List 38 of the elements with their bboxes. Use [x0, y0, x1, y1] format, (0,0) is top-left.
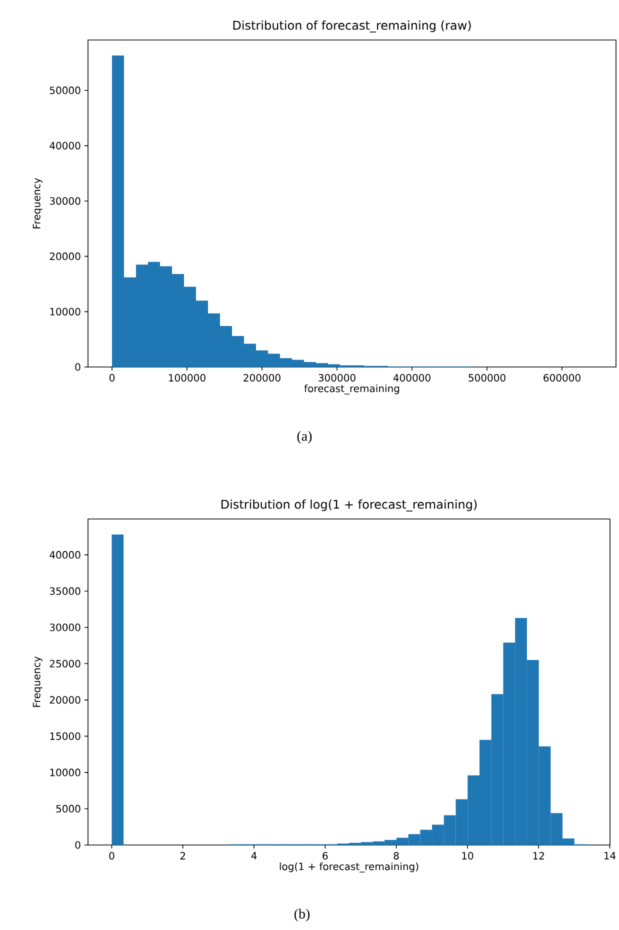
- x-axis-title: forecast_remaining: [304, 384, 399, 394]
- x-tick-label: 500000: [468, 374, 506, 382]
- y-tick-label: 0: [75, 363, 80, 371]
- x-tick-label: 100000: [168, 374, 206, 382]
- y-tick-label: 15000: [50, 732, 80, 740]
- x-tick-label: 10: [462, 852, 473, 860]
- x-tick-label: 14: [604, 852, 616, 860]
- x-tick-label: 2: [180, 852, 185, 860]
- x-tick-label: 0: [109, 374, 114, 382]
- y-tick-label: 40000: [49, 551, 80, 559]
- y-axis-title: Frequency: [32, 656, 42, 707]
- x-axis-title: log(1 + forecast_remaining): [280, 862, 418, 872]
- y-axis-title: Frequency: [32, 178, 42, 228]
- y-tick-label: 50000: [50, 86, 80, 94]
- x-tick-label: 600000: [543, 374, 580, 382]
- y-tick-label: 10000: [50, 768, 80, 776]
- y-tick-label: 40000: [49, 142, 80, 150]
- x-tick-label: 12: [533, 852, 544, 860]
- x-tick-label: 8: [394, 852, 399, 860]
- chart-title: Distribution of forecast_remaining (raw): [233, 20, 471, 32]
- y-tick-label: 10000: [50, 308, 80, 316]
- text: (b): [294, 908, 310, 922]
- y-tick-label: 35000: [50, 587, 80, 595]
- y-tick-label: 30000: [50, 624, 80, 632]
- y-tick-label: 5000: [56, 804, 80, 813]
- y-tick-label: 25000: [50, 660, 80, 668]
- y-tick-label: 0: [75, 841, 80, 849]
- x-tick-label: 4: [251, 852, 256, 860]
- x-tick-label: 6: [322, 852, 328, 860]
- x-tick-label: 200000: [243, 374, 280, 382]
- y-tick-label: 30000: [50, 197, 80, 205]
- y-tick-label: 20000: [50, 696, 80, 704]
- x-tick-label: 400000: [393, 374, 430, 382]
- text: (a): [297, 430, 312, 444]
- chart-title: Distribution of log(1 + forecast_remaining): [221, 500, 476, 512]
- x-tick-label: 300000: [318, 374, 356, 382]
- x-tick-label: 0: [108, 852, 114, 860]
- y-tick-label: 20000: [50, 252, 80, 260]
